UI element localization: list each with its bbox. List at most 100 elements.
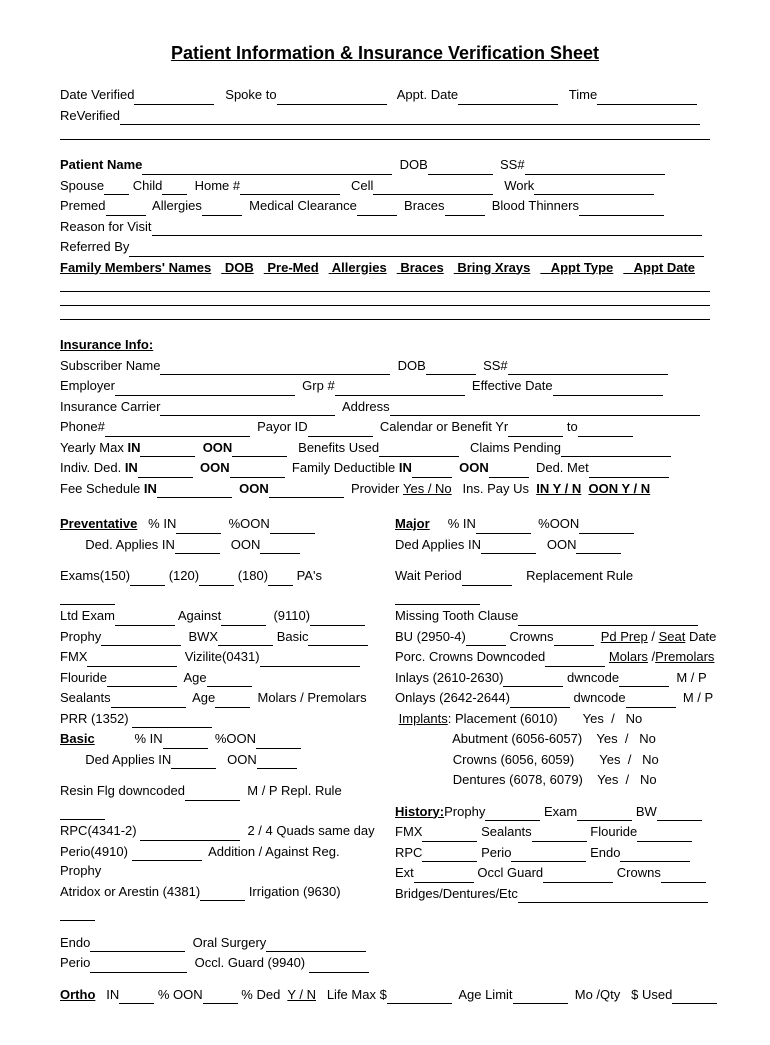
label-ins-pay: Ins. Pay Us xyxy=(463,481,529,496)
hdr-premed: Pre-Med xyxy=(267,260,318,275)
label-flouride: Flouride xyxy=(60,670,107,685)
label-no: No xyxy=(626,711,643,726)
label-payor: Payor ID xyxy=(257,419,308,434)
row-ortho: Ortho IN % OON % Ded Y / N Life Max $ Ag… xyxy=(60,985,710,1005)
label-no: No xyxy=(642,752,659,767)
label-yes: Yes xyxy=(596,731,617,746)
label-oon: OON xyxy=(239,481,269,496)
label-carrier: Insurance Carrier xyxy=(60,399,160,414)
label-ins-ss: SS# xyxy=(483,358,508,373)
label-no: No xyxy=(639,731,656,746)
label-med-clear: Medical Clearance xyxy=(249,198,357,213)
label-eff-date: Effective Date xyxy=(472,378,553,393)
label-ltd-exam: Ltd Exam xyxy=(60,608,115,623)
row-date: Date Verified Spoke to Appt. Date Time xyxy=(60,85,710,105)
row-spouse: Spouse Child Home # Cell Work xyxy=(60,176,710,196)
label-pct-in: % IN xyxy=(148,516,176,531)
label-oon: OON xyxy=(227,752,257,767)
label-oon: OON xyxy=(200,460,230,475)
label-reverified: ReVerified xyxy=(60,108,120,123)
label-used: $ Used xyxy=(631,987,672,1002)
label-in: IN xyxy=(125,460,138,475)
label-dentures: Dentures (6078, 6079) xyxy=(453,772,583,787)
label-ortho-in: IN xyxy=(106,987,119,1002)
label-repl-rule: Replacement Rule xyxy=(526,568,633,583)
label-date-verified: Date Verified xyxy=(60,87,134,102)
row-indiv-ded: Indiv. Ded. IN OON Family Deductible IN … xyxy=(60,458,710,478)
label-history: History: xyxy=(395,804,444,819)
col-preventative-basic: Preventative % IN %OON Ded. Applies IN O… xyxy=(60,513,375,974)
row-reverified: ReVerified xyxy=(60,106,710,126)
label-child: Child xyxy=(133,178,163,193)
label-exams: Exams(150) xyxy=(60,568,130,583)
label-cal-yr: Calendar or Benefit Yr xyxy=(380,419,508,434)
blank-line xyxy=(60,278,710,292)
label-appt-date: Appt. Date xyxy=(397,87,458,102)
label-crowns: Crowns (6056, 6059) xyxy=(453,752,574,767)
label-h-fmx: FMX xyxy=(395,824,422,839)
label-grp: Grp # xyxy=(302,378,335,393)
label-resin: Resin Flg downcoded xyxy=(60,783,185,798)
label-perio4910: Perio(4910) xyxy=(60,844,128,859)
label-blood-thinners: Blood Thinners xyxy=(492,198,579,213)
label-oon-yn: OON Y / N xyxy=(589,481,651,496)
label-dob: DOB xyxy=(400,157,428,172)
label-work: Work xyxy=(504,178,534,193)
label-crowns: Crowns xyxy=(509,629,553,644)
label-h-bridges: Bridges/Dentures/Etc xyxy=(395,886,518,901)
label-claims: Claims Pending xyxy=(470,440,561,455)
label-age-limit: Age Limit xyxy=(458,987,512,1002)
row-referred: Referred By xyxy=(60,237,710,257)
label-pd-prep: Pd Prep / Seat Date xyxy=(601,629,717,644)
page-title: Patient Information & Insurance Verifica… xyxy=(60,40,710,67)
label-bu: BU (2950-4) xyxy=(395,629,466,644)
label-phone: Phone# xyxy=(60,419,105,434)
label-in-yn: IN Y / N xyxy=(536,481,581,496)
label-yes: Yes xyxy=(599,752,620,767)
label-yearly-max: Yearly Max xyxy=(60,440,124,455)
label-dwncode: dwncode xyxy=(574,690,626,705)
label-mp-repl: M / P Repl. Rule xyxy=(247,783,341,798)
label-age: Age xyxy=(183,670,206,685)
label-inlays: Inlays (2610-2630) xyxy=(395,670,503,685)
hdr-family: Family Members' Names xyxy=(60,260,211,275)
label-occl-guard: Occl. Guard (9940) xyxy=(195,955,306,970)
label-molars: Molars /Premolars xyxy=(609,649,715,664)
label-fam-ded: Family Deductible xyxy=(292,460,395,475)
blank-line xyxy=(60,306,710,320)
label-prophy: Prophy xyxy=(60,629,101,644)
label-sealants: Sealants xyxy=(60,690,111,705)
label-address: Address xyxy=(342,399,390,414)
label-premed: Premed xyxy=(60,198,106,213)
label-cell: Cell xyxy=(351,178,373,193)
hdr-appt-type: Appt Type xyxy=(551,260,614,275)
label-dwncode: dwncode xyxy=(567,670,619,685)
label-ss: SS# xyxy=(500,157,525,172)
label-endo: Endo xyxy=(60,935,90,950)
label-life-max: Life Max $ xyxy=(327,987,387,1002)
label-h-crowns: Crowns xyxy=(617,865,661,880)
label-allergies: Allergies xyxy=(152,198,202,213)
label-mp: M / P xyxy=(683,690,713,705)
label-ded-applies: Ded Applies IN xyxy=(85,752,171,767)
label-provider: Provider xyxy=(351,481,399,496)
col-major-history: Major % IN %OON Ded Applies IN OON Wait … xyxy=(395,513,710,974)
label-employer: Employer xyxy=(60,378,115,393)
label-implants: Implants xyxy=(399,711,448,726)
label-indiv-ded: Indiv. Ded. xyxy=(60,460,121,475)
blank-line xyxy=(60,126,710,140)
label-placement: : Placement (6010) xyxy=(448,711,558,726)
label-pas: PA's xyxy=(297,568,322,583)
label-ortho: Ortho xyxy=(60,987,95,1002)
label-oral-surgery: Oral Surgery xyxy=(193,935,267,950)
label-perio: Perio xyxy=(60,955,90,970)
hdr-allergies: Allergies xyxy=(332,260,387,275)
label-basic-title: Basic xyxy=(60,731,95,746)
label-reason: Reason for Visit xyxy=(60,219,152,234)
label-molars: Molars / Premolars xyxy=(257,690,366,705)
label-major: Major xyxy=(395,516,430,531)
label-braces: Braces xyxy=(404,198,444,213)
label-ortho-yn: Y / N xyxy=(287,987,316,1002)
label-wait: Wait Period xyxy=(395,568,462,583)
label-onlays: Onlays (2642-2644) xyxy=(395,690,510,705)
